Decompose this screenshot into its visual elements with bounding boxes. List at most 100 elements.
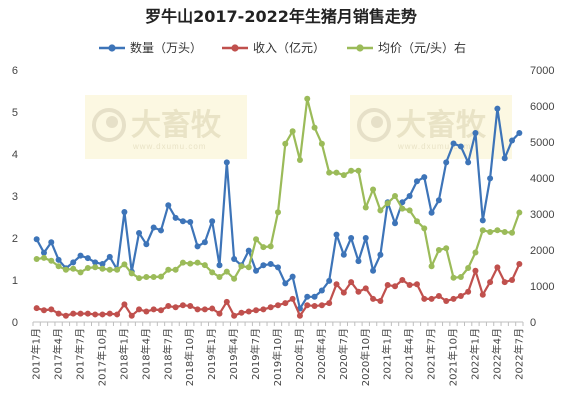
x-tick-label: 2019年4月 xyxy=(227,328,240,380)
data-point xyxy=(333,281,340,288)
data-point xyxy=(399,199,406,206)
x-tick-label: 2017年1月 xyxy=(30,328,43,380)
data-point xyxy=(260,244,267,251)
legend-label: 均价（元/头）右 xyxy=(378,40,466,55)
data-point xyxy=(479,227,486,234)
data-point xyxy=(62,266,69,273)
data-point xyxy=(348,279,355,286)
data-point xyxy=(457,292,464,299)
data-point xyxy=(194,306,201,313)
x-tick-label: 2022年4月 xyxy=(490,328,503,380)
data-point xyxy=(157,273,164,280)
data-point xyxy=(333,231,340,238)
data-point xyxy=(201,239,208,246)
data-point xyxy=(179,302,186,309)
data-point xyxy=(516,261,523,268)
data-point xyxy=(494,227,501,234)
y-right-tick-label: 1000 xyxy=(530,281,554,293)
data-point xyxy=(187,303,194,310)
data-point xyxy=(92,264,99,271)
data-point xyxy=(260,262,267,269)
data-point xyxy=(289,273,296,280)
watermark-url: www.dxumu.com xyxy=(132,142,206,151)
data-point xyxy=(106,310,113,317)
y-right-tick-label: 6000 xyxy=(530,101,554,113)
x-tick-label: 2021年10月 xyxy=(447,328,460,386)
legend-label: 数量（万头） xyxy=(130,40,202,55)
data-point xyxy=(282,140,289,147)
data-point xyxy=(509,229,516,236)
data-point xyxy=(172,214,179,221)
data-point xyxy=(501,155,508,162)
data-point xyxy=(348,235,355,241)
data-point xyxy=(48,239,55,246)
legend-marker xyxy=(108,44,116,52)
data-point xyxy=(494,264,501,271)
data-point xyxy=(216,274,223,280)
data-point xyxy=(304,302,311,309)
data-point xyxy=(384,282,391,289)
series xyxy=(33,95,523,319)
data-point xyxy=(348,167,355,174)
data-point xyxy=(150,224,157,231)
y-right-tick-label: 5000 xyxy=(530,137,554,149)
data-point xyxy=(443,298,450,304)
data-point xyxy=(136,306,143,313)
data-point xyxy=(465,288,472,295)
data-point xyxy=(428,263,435,270)
watermark-logo-icon xyxy=(92,108,126,142)
data-point xyxy=(267,243,274,250)
data-point xyxy=(509,137,516,144)
y-right-tick-label: 2000 xyxy=(530,245,554,257)
data-point xyxy=(413,281,420,288)
data-point xyxy=(501,279,508,286)
y-left-tick-label: 5 xyxy=(12,107,18,119)
y-left-tick-label: 0 xyxy=(12,317,18,329)
data-point xyxy=(362,204,369,211)
data-point xyxy=(275,302,281,309)
data-point xyxy=(99,261,106,268)
x-tick-label: 2020年7月 xyxy=(337,328,350,380)
data-point xyxy=(77,269,84,276)
data-point xyxy=(179,259,186,266)
data-point xyxy=(121,208,128,215)
series-left-c0504d xyxy=(33,261,523,319)
data-point xyxy=(465,159,472,166)
data-point xyxy=(472,249,479,256)
data-point xyxy=(121,301,128,308)
x-tick-label: 2019年1月 xyxy=(205,328,218,380)
data-point xyxy=(326,300,333,307)
x-tick-label: 2021年1月 xyxy=(381,328,394,380)
data-point xyxy=(40,249,47,256)
data-point xyxy=(479,217,486,224)
data-point xyxy=(392,283,399,290)
data-point xyxy=(157,227,164,234)
x-tick-label: 2020年1月 xyxy=(293,328,306,380)
data-point xyxy=(326,277,333,284)
x-tick-label: 2018年1月 xyxy=(117,328,130,380)
data-point xyxy=(172,266,179,273)
x-tick-label: 2020年4月 xyxy=(315,328,328,380)
data-point xyxy=(143,274,150,280)
data-point xyxy=(238,263,245,270)
data-point xyxy=(223,159,230,166)
data-point xyxy=(260,306,267,313)
data-point xyxy=(253,236,260,243)
legend-item: 数量（万头） xyxy=(99,40,202,55)
data-point xyxy=(340,172,347,179)
data-point xyxy=(516,130,523,136)
data-point xyxy=(128,270,135,277)
data-point xyxy=(318,302,325,309)
data-point xyxy=(223,298,230,305)
data-point xyxy=(304,293,311,300)
data-point xyxy=(231,256,238,262)
data-point xyxy=(172,304,179,311)
data-point xyxy=(406,282,413,289)
watermark-url: www.dxumu.com xyxy=(397,142,471,151)
series-left-3d74b8 xyxy=(33,105,523,312)
legend-marker xyxy=(231,44,239,52)
data-point xyxy=(399,205,406,212)
data-point xyxy=(216,310,223,317)
data-point xyxy=(377,298,384,304)
